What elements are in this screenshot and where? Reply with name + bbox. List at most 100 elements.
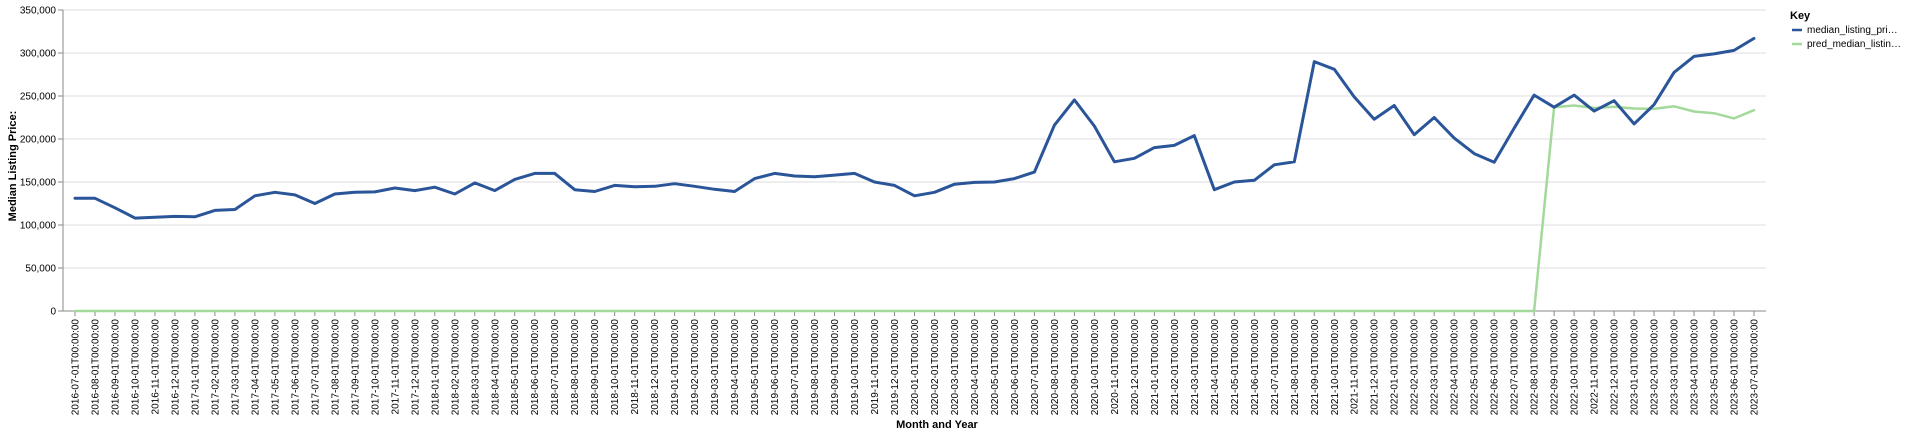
x-tick-label: 2023-02-01T00:00:00 xyxy=(1650,319,1661,416)
x-tick-label: 2017-06-01T00:00:00 xyxy=(290,319,301,416)
x-tick-label: 2021-03-01T00:00:00 xyxy=(1190,319,1201,416)
x-tick-label: 2019-12-01T00:00:00 xyxy=(890,319,901,416)
x-tick-label: 2018-01-01T00:00:00 xyxy=(430,319,441,416)
x-tick-label: 2020-06-01T00:00:00 xyxy=(1010,319,1021,416)
x-tick-label: 2022-08-01T00:00:00 xyxy=(1530,319,1541,416)
x-tick-label: 2022-07-01T00:00:00 xyxy=(1510,319,1521,416)
x-tick-label: 2023-07-01T00:00:00 xyxy=(1750,319,1761,416)
x-tick-label: 2022-03-01T00:00:00 xyxy=(1430,319,1441,416)
x-tick-label: 2019-04-01T00:00:00 xyxy=(730,319,741,416)
y-tick-label: 250,000 xyxy=(20,92,57,103)
x-tick-label: 2017-02-01T00:00:00 xyxy=(210,319,221,416)
x-tick-label: 2018-05-01T00:00:00 xyxy=(510,319,521,416)
x-tick-label: 2017-12-01T00:00:00 xyxy=(410,319,421,416)
x-tick-label: 2020-03-01T00:00:00 xyxy=(950,319,961,416)
x-tick-label: 2022-04-01T00:00:00 xyxy=(1450,319,1461,416)
x-tick-label: 2018-06-01T00:00:00 xyxy=(530,319,541,416)
x-tick-label: 2022-10-01T00:00:00 xyxy=(1570,319,1581,416)
x-tick-label: 2018-11-01T00:00:00 xyxy=(630,319,641,415)
x-tick-label: 2022-01-01T00:00:00 xyxy=(1390,319,1401,416)
y-tick-label: 300,000 xyxy=(20,49,57,60)
x-tick-label: 2021-08-01T00:00:00 xyxy=(1290,319,1301,416)
y-tick-label: 0 xyxy=(50,307,56,318)
x-tick-label: 2017-10-01T00:00:00 xyxy=(370,319,381,416)
x-tick-label: 2020-12-01T00:00:00 xyxy=(1130,319,1141,416)
x-tick-label: 2017-07-01T00:00:00 xyxy=(310,319,321,416)
x-tick-label: 2016-11-01T00:00:00 xyxy=(150,319,161,415)
x-tick-label: 2016-07-01T00:00:00 xyxy=(71,319,82,416)
x-tick-label: 2021-10-01T00:00:00 xyxy=(1330,319,1341,416)
x-tick-label: 2017-08-01T00:00:00 xyxy=(330,319,341,416)
x-tick-label: 2019-05-01T00:00:00 xyxy=(750,319,761,416)
series-line-1 xyxy=(73,36,1756,220)
x-tick-label: 2017-11-01T00:00:00 xyxy=(390,319,401,415)
series-lines xyxy=(73,36,1756,313)
x-tick-label: 2020-01-01T00:00:00 xyxy=(910,319,921,416)
x-tick-label: 2023-04-01T00:00:00 xyxy=(1690,319,1701,416)
x-tick-label: 2019-09-01T00:00:00 xyxy=(830,319,841,416)
x-tick-label: 2016-12-01T00:00:00 xyxy=(170,319,181,416)
x-tick-label: 2022-05-01T00:00:00 xyxy=(1470,319,1481,416)
legend: Key median_listing_pri… pred_median_listi… xyxy=(1790,10,1901,50)
x-tick-label: 2022-12-01T00:00:00 xyxy=(1610,319,1621,416)
y-tick-label: 50,000 xyxy=(25,264,56,275)
x-tick-label: 2017-05-01T00:00:00 xyxy=(270,319,281,416)
x-tick-label: 2019-07-01T00:00:00 xyxy=(790,319,801,416)
x-tick-label: 2017-03-01T00:00:00 xyxy=(230,319,241,416)
x-axis-title: Month and Year xyxy=(896,419,978,431)
y-tick-label: 200,000 xyxy=(20,135,57,146)
x-tick-label: 2023-01-01T00:00:00 xyxy=(1630,319,1641,416)
y-axis: 0 50,000 100,000 150,000 200,000 250,000 300,0… xyxy=(20,6,64,318)
x-tick-label: 2016-08-01T00:00:00 xyxy=(90,319,101,416)
x-tick-label: 2018-08-01T00:00:00 xyxy=(570,319,581,416)
x-tick-label: 2017-01-01T00:00:00 xyxy=(190,319,201,416)
x-tick-label: 2016-10-01T00:00:00 xyxy=(130,319,141,416)
x-tick-label: 2021-05-01T00:00:00 xyxy=(1230,319,1241,416)
x-tick-label: 2019-03-01T00:00:00 xyxy=(710,319,721,416)
x-axis: 2016-07-01T00:00:00 2016-08-01T00:00:00 20… xyxy=(63,310,1766,416)
x-tick-label: 2020-10-01T00:00:00 xyxy=(1090,319,1101,416)
y-axis-title: Median Listing Price: xyxy=(7,111,19,222)
x-tick-label: 2021-07-01T00:00:00 xyxy=(1270,319,1281,416)
y-tick-label: 100,000 xyxy=(20,221,57,232)
x-tick-label: 2019-08-01T00:00:00 xyxy=(810,319,821,416)
x-tick-label: 2022-06-01T00:00:00 xyxy=(1490,319,1501,416)
x-tick-label: 2022-02-01T00:00:00 xyxy=(1410,319,1421,416)
x-tick-label: 2018-10-01T00:00:00 xyxy=(610,319,621,416)
x-tick-label: 2021-02-01T00:00:00 xyxy=(1170,319,1181,416)
x-tick-label: 2017-04-01T00:00:00 xyxy=(250,319,261,416)
x-tick-label: 2021-12-01T00:00:00 xyxy=(1370,319,1381,416)
x-tick-label: 2019-10-01T00:00:00 xyxy=(850,319,861,416)
x-tick-label: 2021-11-01T00:00:00 xyxy=(1350,319,1361,415)
x-tick-label: 2018-03-01T00:00:00 xyxy=(470,319,481,416)
x-tick-label: 2018-09-01T00:00:00 xyxy=(590,319,601,416)
y-tick-label: 350,000 xyxy=(20,6,57,17)
x-tick-label: 2019-06-01T00:00:00 xyxy=(770,319,781,416)
x-tick-label: 2017-09-01T00:00:00 xyxy=(350,319,361,416)
x-tick-label: 2022-09-01T00:00:00 xyxy=(1550,319,1561,416)
legend-label: pred_median_listin… xyxy=(1807,39,1901,50)
x-tick-label: 2019-11-01T00:00:00 xyxy=(870,319,881,415)
x-tick-label: 2023-06-01T00:00:00 xyxy=(1730,319,1741,416)
x-tick-label: 2021-06-01T00:00:00 xyxy=(1250,319,1261,416)
x-tick-label: 2020-09-01T00:00:00 xyxy=(1070,319,1081,416)
x-tick-label: 2020-11-01T00:00:00 xyxy=(1110,319,1121,415)
x-tick-label: 2016-09-01T00:00:00 xyxy=(110,319,121,416)
legend-label: median_listing_pri… xyxy=(1807,25,1898,36)
gridlines xyxy=(63,9,1766,312)
x-tick-label: 2023-05-01T00:00:00 xyxy=(1710,319,1721,416)
x-tick-label: 2020-05-01T00:00:00 xyxy=(990,319,1001,416)
x-tick-label: 2018-07-01T00:00:00 xyxy=(550,319,561,416)
x-tick-label: 2019-01-01T00:00:00 xyxy=(670,319,681,416)
legend-title: Key xyxy=(1790,10,1811,22)
x-tick-label: 2020-02-01T00:00:00 xyxy=(930,319,941,416)
x-tick-label: 2020-08-01T00:00:00 xyxy=(1050,319,1061,416)
x-tick-label: 2021-04-01T00:00:00 xyxy=(1210,319,1221,416)
x-tick-label: 2021-09-01T00:00:00 xyxy=(1310,319,1321,416)
x-tick-label: 2023-03-01T00:00:00 xyxy=(1670,319,1681,416)
x-tick-label: 2018-12-01T00:00:00 xyxy=(650,319,661,416)
x-tick-label: 2018-04-01T00:00:00 xyxy=(490,319,501,416)
x-tick-label: 2020-07-01T00:00:00 xyxy=(1030,319,1041,416)
x-tick-label: 2022-11-01T00:00:00 xyxy=(1590,319,1601,415)
